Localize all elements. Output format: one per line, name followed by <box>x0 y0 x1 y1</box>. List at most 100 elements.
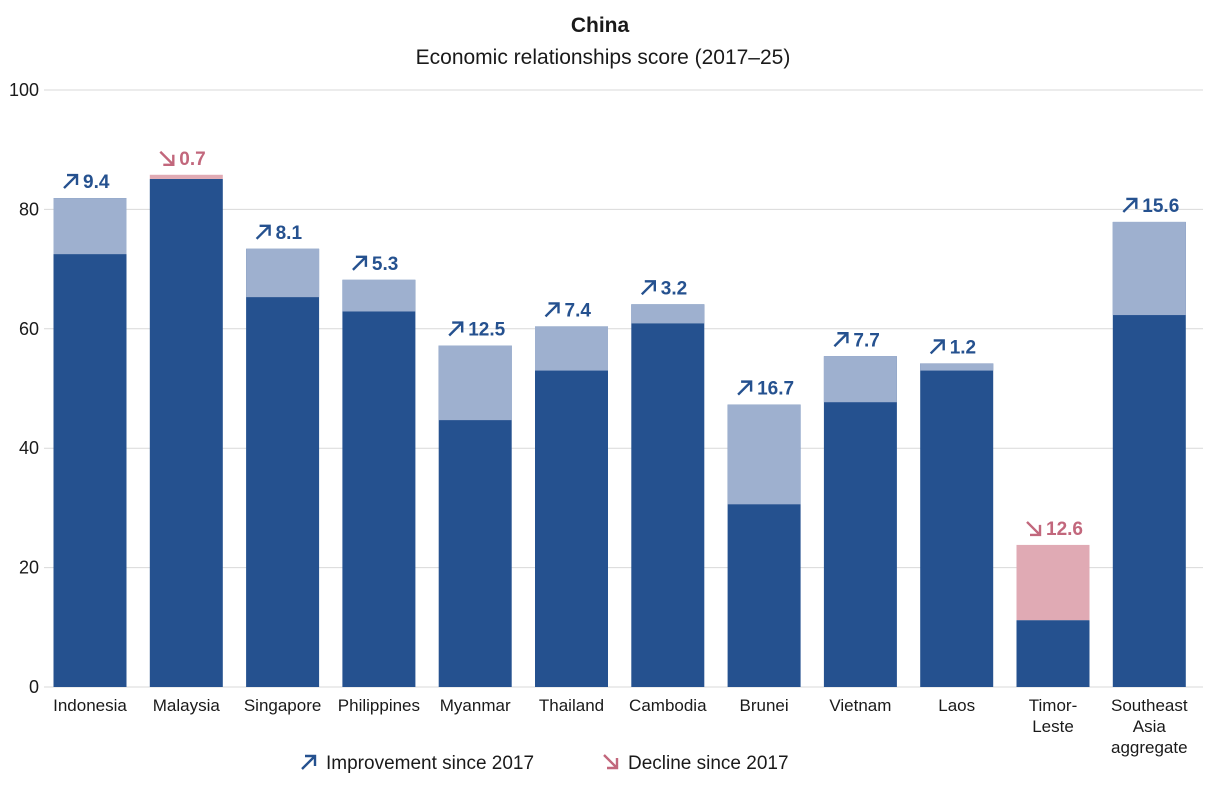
change-value: 12.6 <box>1046 519 1083 540</box>
bar-improvement-segment <box>823 356 897 403</box>
arrow-up-right-icon <box>737 380 753 396</box>
bars <box>53 174 1186 687</box>
bar-score-2025 <box>246 248 320 687</box>
bar-decline-segment <box>1016 544 1090 621</box>
change-label: 16.7 <box>737 379 794 400</box>
category-label-line: Asia <box>1133 717 1167 736</box>
y-tick-label: 100 <box>9 80 39 100</box>
chart-subtitle: Economic relationships score (2017–25) <box>416 46 791 69</box>
arrow-up-right-icon <box>640 280 656 296</box>
category-label-line: Vietnam <box>829 696 891 715</box>
bar-improvement-segment <box>438 345 512 421</box>
category-label-line: Laos <box>938 696 975 715</box>
change-label: 7.7 <box>833 330 880 351</box>
change-label: 1.2 <box>929 337 976 358</box>
arrow-down-right-icon <box>159 150 175 166</box>
bar-decline-segment <box>149 174 223 179</box>
data-labels: 9.4 0.7 8.1 5.3 12.5 7.4 3.2 16.7 7.7 1.2 12.6 15.6 <box>63 149 1179 540</box>
y-tick-label: 80 <box>19 199 39 219</box>
change-label: 15.6 <box>1122 196 1179 217</box>
change-value: 12.5 <box>468 320 505 341</box>
bar-improvement-segment <box>342 279 416 312</box>
category-label-line: Indonesia <box>53 696 127 715</box>
category-label-line: Thailand <box>539 696 604 715</box>
change-value: 8.1 <box>276 223 303 244</box>
change-value: 16.7 <box>757 379 794 400</box>
legend-label-decline: Decline since 2017 <box>628 753 789 774</box>
legend: Improvement since 2017 Decline since 201… <box>301 753 789 774</box>
category-label: Brunei <box>740 696 789 715</box>
category-label-line: Southeast <box>1111 696 1188 715</box>
change-label: 0.7 <box>159 149 206 170</box>
arrow-up-right-icon <box>1122 197 1138 213</box>
category-label: Indonesia <box>53 696 127 715</box>
change-label: 12.5 <box>448 320 506 341</box>
bar-score-2025 <box>53 198 127 687</box>
change-value: 7.7 <box>853 330 879 351</box>
category-label: Malaysia <box>153 696 221 715</box>
change-value: 7.4 <box>565 300 592 321</box>
change-value: 1.2 <box>950 337 976 358</box>
change-label: 8.1 <box>255 223 303 244</box>
category-label: Singapore <box>244 696 322 715</box>
change-value: 15.6 <box>1142 196 1179 217</box>
change-label: 9.4 <box>63 172 110 193</box>
bar-score-2025 <box>823 356 897 687</box>
y-axis-ticks: 0 20 40 60 80 100 <box>9 80 39 697</box>
category-label-line: aggregate <box>1111 738 1188 757</box>
y-tick-label: 20 <box>19 558 39 578</box>
arrow-up-right-icon <box>929 339 945 355</box>
arrow-down-right-icon <box>1026 521 1042 537</box>
change-value: 5.3 <box>372 254 398 275</box>
y-tick-label: 40 <box>19 438 39 458</box>
category-label-line: Philippines <box>338 696 420 715</box>
bar-score-2025 <box>920 363 994 687</box>
y-tick-label: 0 <box>29 677 39 697</box>
category-label: Philippines <box>338 696 420 715</box>
bar-score-2025 <box>149 178 223 687</box>
arrow-up-right-icon <box>352 255 368 271</box>
category-label-line: Singapore <box>244 696 322 715</box>
category-label-line: Timor- <box>1029 696 1077 715</box>
bar-improvement-segment <box>53 198 127 255</box>
category-label-line: Leste <box>1032 717 1074 736</box>
bar-score-2025 <box>1016 620 1090 687</box>
change-label: 12.6 <box>1026 519 1083 540</box>
bar-improvement-segment <box>920 363 994 371</box>
category-label-line: Myanmar <box>440 696 511 715</box>
gridlines <box>44 89 1203 688</box>
chart-title: China <box>571 14 630 37</box>
change-value: 0.7 <box>179 149 205 170</box>
change-value: 3.2 <box>661 278 687 299</box>
category-label-line: Malaysia <box>153 696 221 715</box>
legend-label-improvement: Improvement since 2017 <box>326 753 534 774</box>
category-label: Timor- Leste <box>1029 696 1077 736</box>
legend-item-improvement: Improvement since 2017 <box>301 753 534 774</box>
category-label-line: Brunei <box>740 696 789 715</box>
arrow-up-right-icon <box>301 754 317 770</box>
change-label: 5.3 <box>352 254 398 275</box>
bar-improvement-segment <box>1112 221 1186 316</box>
arrow-up-right-icon <box>255 224 271 240</box>
category-label: Myanmar <box>440 696 511 715</box>
bar-improvement-segment <box>535 326 608 371</box>
bar-score-2025 <box>535 326 608 687</box>
category-label: Vietnam <box>829 696 891 715</box>
change-label: 3.2 <box>640 278 687 299</box>
arrow-up-right-icon <box>544 302 560 318</box>
bar-score-2025 <box>342 279 416 687</box>
bar-improvement-segment <box>246 248 320 298</box>
category-label: Thailand <box>539 696 604 715</box>
category-label: Laos <box>938 696 975 715</box>
category-labels: Indonesia Malaysia Singapore Philippines Mya… <box>53 696 1188 757</box>
category-label: Cambodia <box>629 696 707 715</box>
arrow-up-right-icon <box>448 321 464 337</box>
change-value: 9.4 <box>83 172 110 193</box>
arrow-down-right-icon <box>603 754 619 770</box>
change-label: 7.4 <box>544 300 592 321</box>
y-tick-label: 60 <box>19 319 39 339</box>
legend-item-decline: Decline since 2017 <box>603 753 789 774</box>
bar-improvement-segment <box>631 304 705 324</box>
